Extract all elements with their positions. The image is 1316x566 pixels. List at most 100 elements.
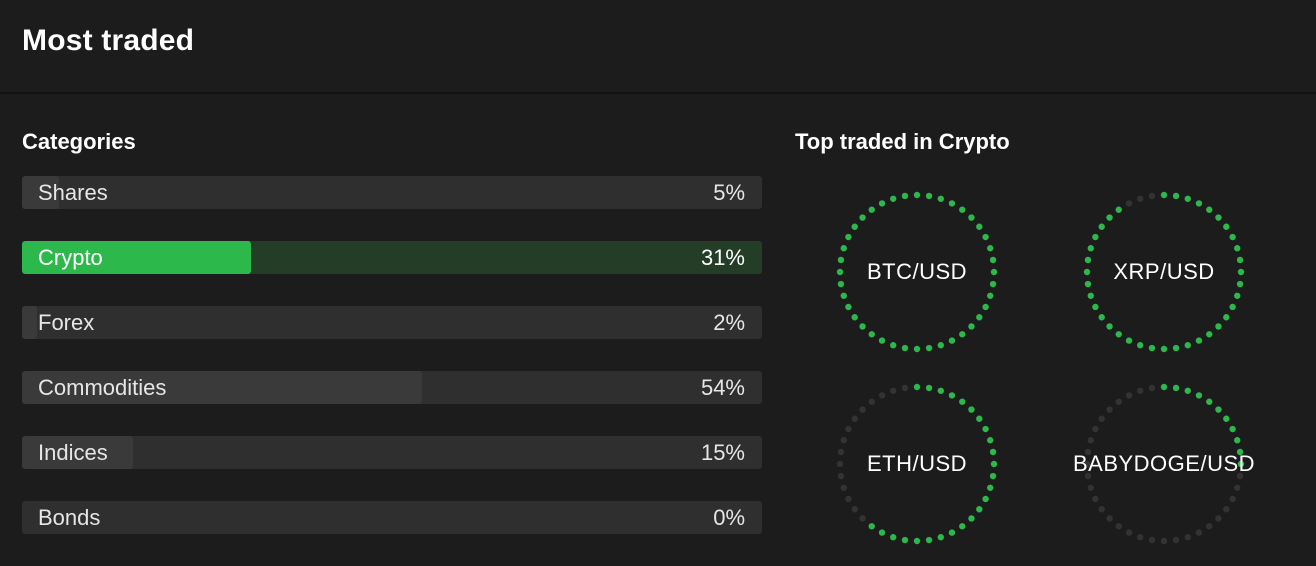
ring-dot — [901, 344, 909, 352]
ring-dot — [1229, 495, 1236, 503]
ring-dot — [1172, 344, 1180, 352]
ring-dot — [1229, 425, 1236, 433]
ring-dot — [859, 323, 866, 330]
category-bar-crypto[interactable]: Crypto 31% — [22, 241, 762, 274]
ring-dot — [1234, 292, 1241, 299]
ring-dot — [859, 214, 866, 221]
ring-dot — [837, 256, 845, 264]
ring-dot — [1106, 515, 1113, 522]
ring-dot — [959, 331, 966, 338]
ring-dot — [976, 506, 983, 513]
ring-dot — [925, 384, 933, 392]
ring-dot — [1087, 484, 1094, 491]
ring-dot — [1137, 534, 1144, 541]
ring-dot — [1172, 384, 1180, 392]
ring-dots — [1083, 191, 1245, 353]
category-label: Forex — [38, 310, 95, 335]
ring-dot — [845, 495, 852, 503]
ring-dot — [937, 342, 944, 349]
category-percent: 0% — [713, 505, 745, 530]
ring-dot — [890, 342, 897, 349]
ring-dot — [890, 195, 897, 202]
ring-dot — [1106, 323, 1113, 330]
ring-dot — [851, 223, 858, 230]
ring-dot — [1234, 437, 1241, 444]
ring-dot — [845, 425, 852, 433]
ring-dot — [851, 314, 858, 321]
ring-dot — [1137, 387, 1144, 394]
category-label: Shares — [38, 180, 108, 205]
ring-dot — [1125, 529, 1133, 536]
ring-dot — [1206, 398, 1213, 405]
ring-dot — [1148, 536, 1156, 544]
ring-dot — [1083, 268, 1091, 276]
ring-dot — [1083, 460, 1091, 468]
ring-dot — [1195, 200, 1203, 207]
ring-dot — [1195, 529, 1203, 536]
category-list: Shares 5% Crypto 31% Forex 2% Commoditie… — [22, 176, 762, 566]
ring-dot — [1172, 192, 1180, 200]
pair-label: XRP/USD — [1113, 259, 1215, 284]
ring-dot — [1137, 195, 1144, 202]
ring-dot — [890, 387, 897, 394]
ring-dot — [987, 245, 994, 252]
category-bar-bonds[interactable]: Bonds 0% — [22, 501, 762, 534]
category-label: Crypto — [38, 245, 103, 270]
ring-dot — [1125, 337, 1133, 344]
ring-dot — [990, 268, 998, 276]
ring-dot — [1125, 392, 1133, 399]
category-bar-shares[interactable]: Shares 5% — [22, 176, 762, 209]
ring-dot — [1084, 472, 1092, 480]
ring-dot — [859, 515, 866, 522]
ring-dot — [1160, 383, 1168, 391]
ring-dot — [1106, 406, 1113, 413]
ring-dot — [959, 398, 966, 405]
ring-dot — [948, 392, 956, 399]
ring-dot — [845, 233, 852, 241]
pair-ring-btc-usd[interactable]: BTC/USD — [836, 191, 998, 353]
category-bar-indices[interactable]: Indices 15% — [22, 436, 762, 469]
ring-dot — [982, 303, 989, 311]
ring-dot — [976, 415, 983, 422]
ring-dot — [1137, 342, 1144, 349]
ring-dot — [987, 484, 994, 491]
ring-dot — [937, 534, 944, 541]
ring-dot — [948, 337, 956, 344]
pair-ring-xrp-usd[interactable]: XRP/USD — [1083, 191, 1245, 353]
ring-dots — [836, 383, 998, 545]
ring-dot — [1236, 280, 1244, 288]
ring-dot — [937, 387, 944, 394]
ring-dot — [1184, 195, 1191, 202]
ring-dot — [1115, 398, 1122, 405]
ring-dot — [901, 384, 909, 392]
ring-dot — [840, 437, 847, 444]
page-header: Most traded — [0, 0, 1316, 94]
ring-dot — [878, 392, 886, 399]
ring-dot — [1229, 233, 1236, 241]
pair-ring-eth-usd[interactable]: ETH/USD — [836, 383, 998, 545]
ring-dot — [1223, 506, 1230, 513]
pair-ring-babydoge-usd[interactable]: BABYDOG E/USD — [1072, 383, 1256, 545]
ring-dot — [1206, 331, 1213, 338]
ring-dot — [1234, 245, 1241, 252]
top-traded-title: Top traded in Crypto — [795, 129, 1010, 154]
ring-dot — [840, 484, 847, 491]
ring-dot — [1098, 415, 1105, 422]
pair-label: BABYDOG E/USD — [1072, 451, 1256, 476]
ring-dot — [959, 206, 966, 213]
ring-dot — [868, 398, 875, 405]
ring-dot — [1087, 245, 1094, 252]
ring-dot — [913, 345, 921, 353]
ring-dot — [851, 415, 858, 422]
ring-dot — [1223, 314, 1230, 321]
category-percent: 31% — [700, 245, 745, 270]
ring-dot — [948, 529, 956, 536]
ring-dot — [1106, 214, 1113, 221]
ring-dot — [1236, 472, 1244, 480]
category-percent: 5% — [713, 180, 745, 205]
category-bar-forex[interactable]: Forex 2% — [22, 306, 762, 339]
ring-dot — [1160, 191, 1168, 199]
category-bar-commodities[interactable]: Commodities 54% — [22, 371, 762, 404]
ring-dot — [913, 383, 921, 391]
category-bar-fill — [22, 371, 422, 404]
